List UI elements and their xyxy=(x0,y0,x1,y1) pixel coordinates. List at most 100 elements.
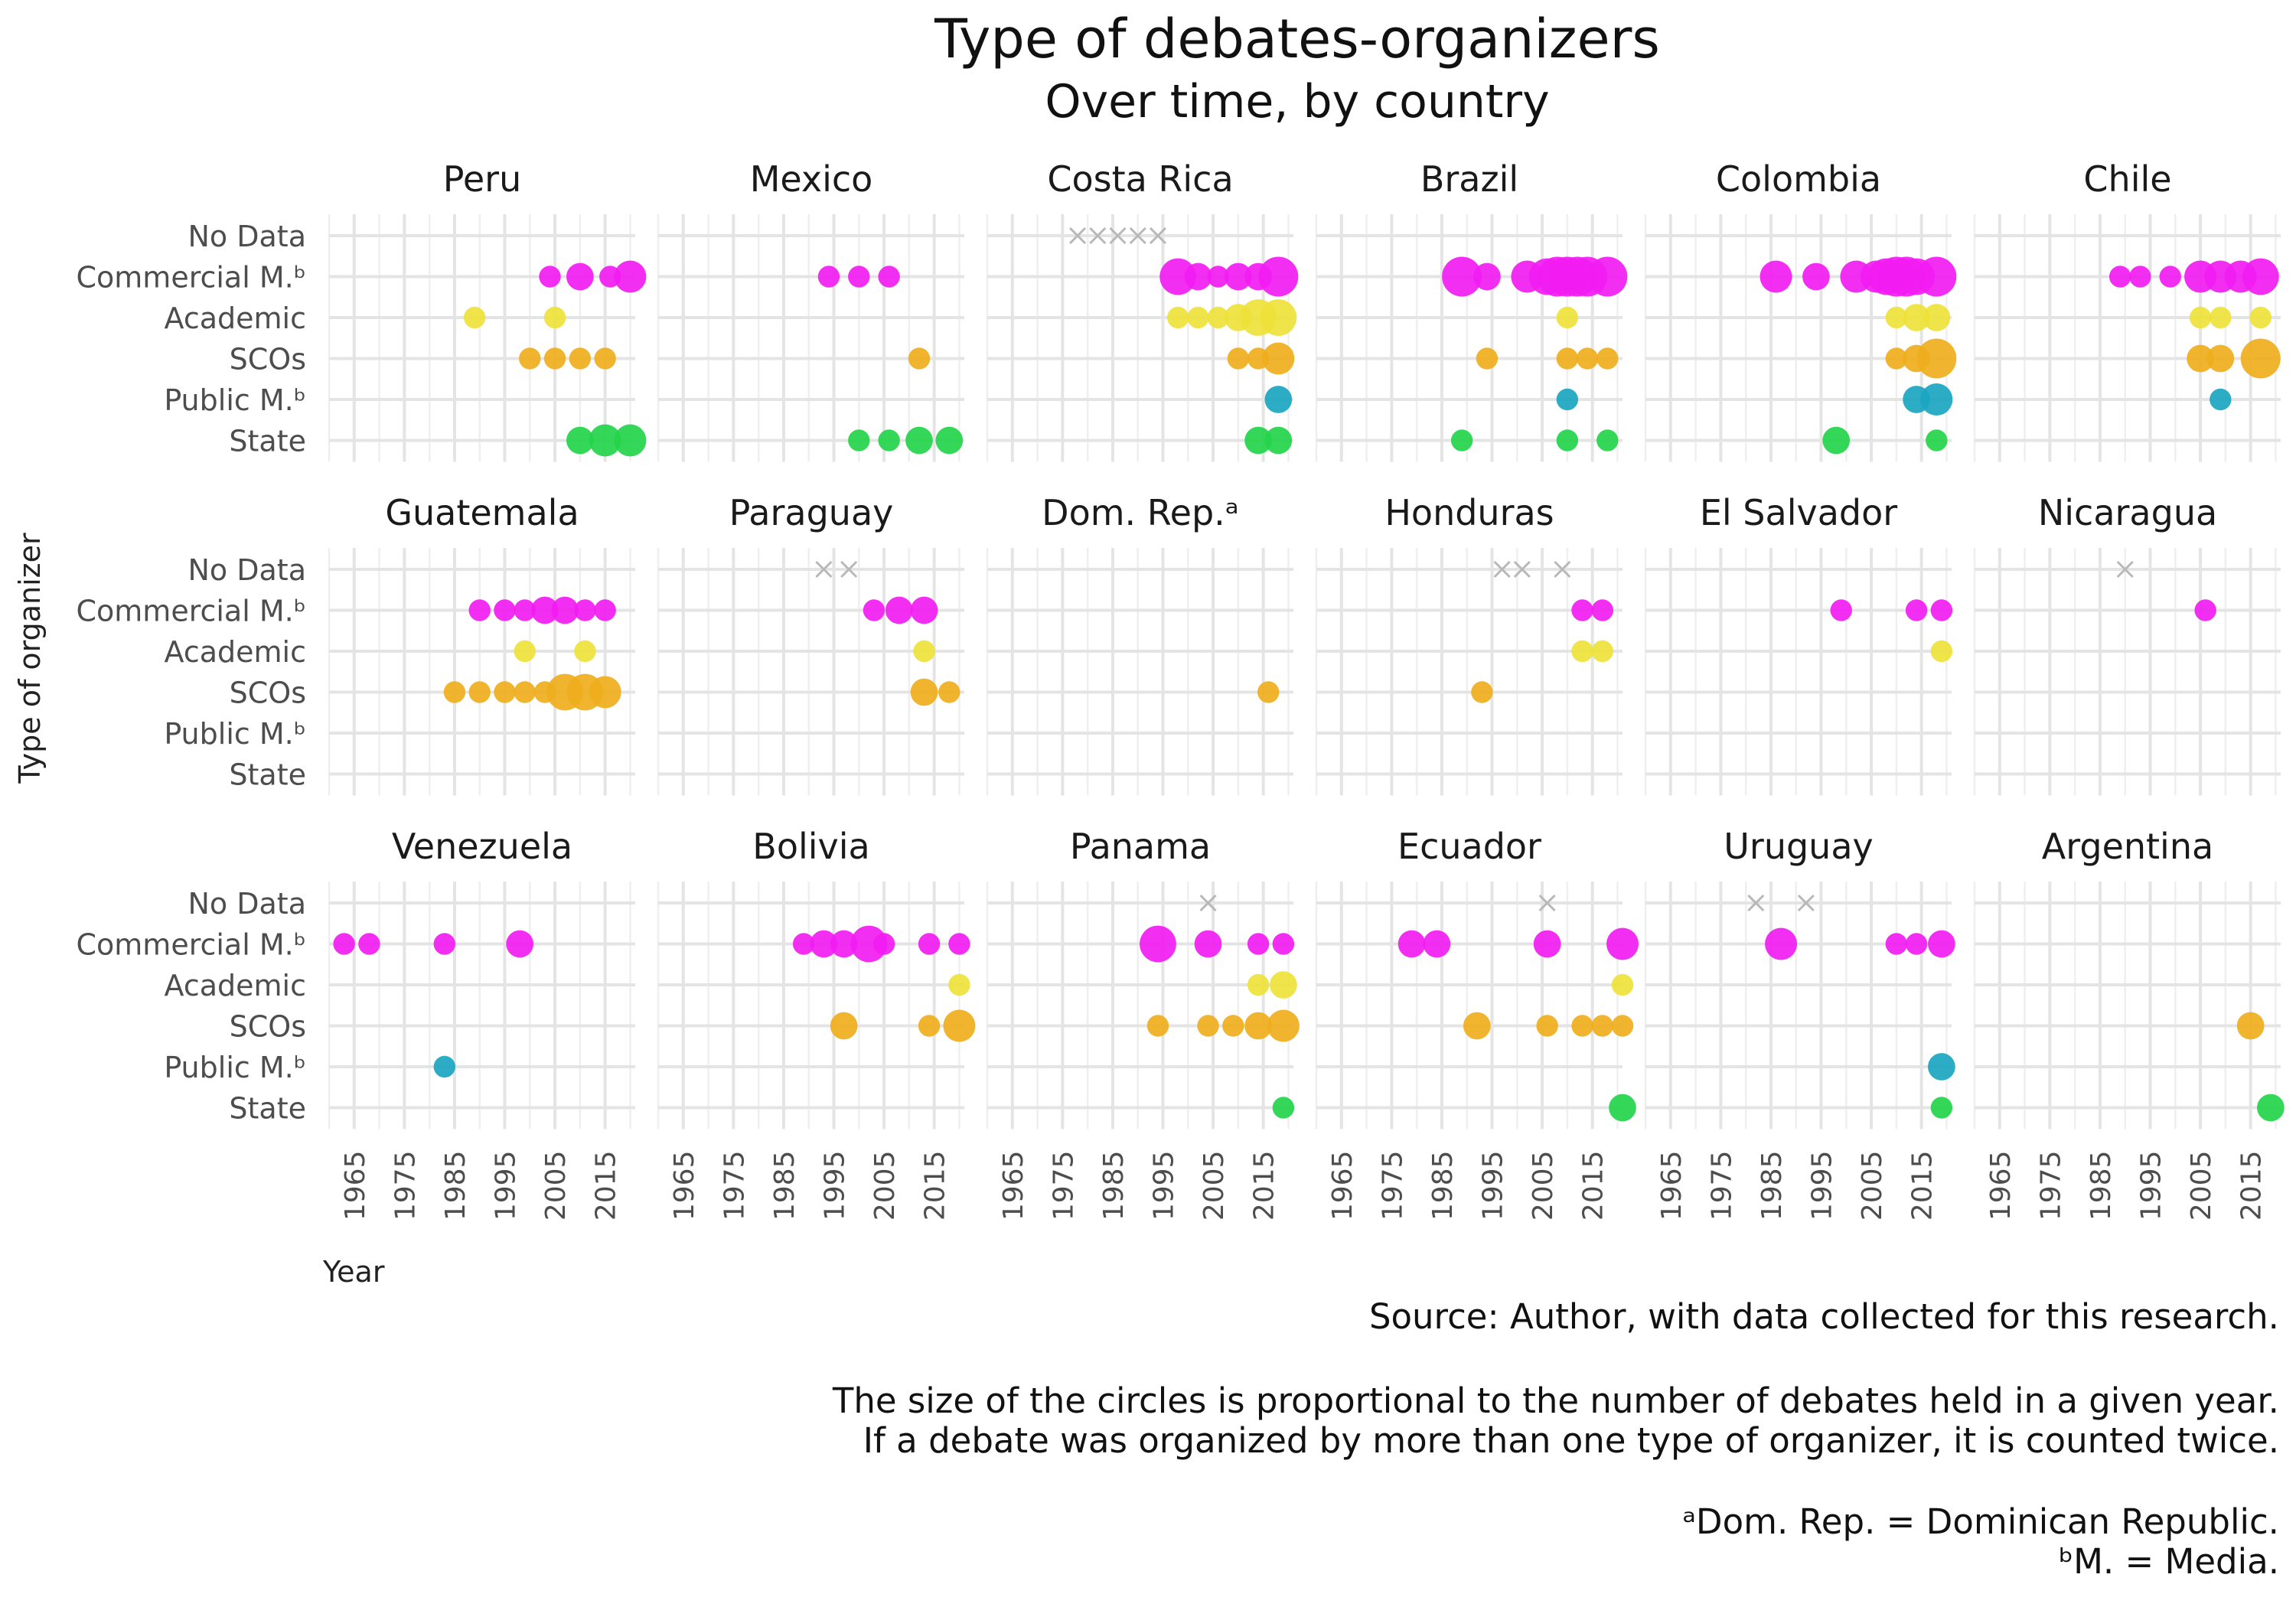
point-commercial-m xyxy=(1930,599,1953,621)
point-state xyxy=(1272,1097,1295,1119)
x-tick-label: 2005 xyxy=(540,1151,572,1221)
panel-nicaragua: Nicaragua xyxy=(1973,492,2281,796)
point-commercial-m xyxy=(358,933,380,955)
x-tick-label: 2005 xyxy=(1199,1151,1230,1221)
panel-costa-rica: Costa Rica xyxy=(986,158,1299,462)
panel-title: Chile xyxy=(2083,158,2171,200)
panel-title: Uruguay xyxy=(1724,826,1874,867)
panel-title: Honduras xyxy=(1384,492,1554,533)
chart-title: Type of debates-organizers xyxy=(934,8,1660,70)
point-commercial-m xyxy=(433,933,456,955)
point-scos xyxy=(1576,347,1599,370)
point-commercial-m xyxy=(1905,933,1928,955)
panel-dom-rep: Dom. Rep.ᵃ xyxy=(986,492,1293,796)
point-commercial-m xyxy=(1802,262,1830,291)
point-commercial-m xyxy=(830,930,858,958)
point-commercial-m xyxy=(918,933,941,955)
x-tick-label: 2015 xyxy=(1907,1151,1939,1221)
x-tick-label: 2015 xyxy=(920,1151,951,1221)
x-tick-label: 1965 xyxy=(1656,1151,1688,1221)
y-tick-label: State xyxy=(229,425,306,458)
point-scos xyxy=(1197,1015,1219,1037)
point-academic xyxy=(2249,306,2272,329)
panel-title: Ecuador xyxy=(1397,826,1541,867)
point-scos xyxy=(443,681,466,703)
x-tick-label: 1975 xyxy=(2035,1151,2066,1221)
point-academic xyxy=(2210,306,2232,329)
panel-el-salvador: El Salvador xyxy=(1644,492,1953,796)
panel-venezuela: Venezuela No Data Commercial M.ᵇ Academic SC… xyxy=(77,826,635,1221)
point-academic xyxy=(1571,640,1593,663)
point-commercial-m xyxy=(1184,262,1212,291)
point-state xyxy=(1596,429,1619,451)
point-state xyxy=(848,429,870,451)
x-tick-label: 1975 xyxy=(1706,1151,1737,1221)
y-tick-label: Public M.ᵇ xyxy=(164,1051,306,1084)
point-scos xyxy=(1257,681,1280,703)
point-commercial-m xyxy=(863,599,885,621)
x-tick-label: 2005 xyxy=(869,1151,901,1221)
point-scos xyxy=(938,681,960,703)
no-data-marker xyxy=(815,560,833,579)
point-commercial-m xyxy=(2129,266,2151,288)
point-academic xyxy=(543,306,566,329)
point-commercial-m xyxy=(1473,262,1501,291)
y-tick-label: State xyxy=(229,1092,306,1126)
point-commercial-m xyxy=(885,596,913,624)
point-commercial-m xyxy=(1885,933,1908,955)
point-state xyxy=(1556,429,1579,451)
no-data-marker xyxy=(1554,560,1571,579)
x-tick-label: 2005 xyxy=(1857,1151,1888,1221)
point-commercial-m xyxy=(948,933,970,955)
x-tick-label: 2005 xyxy=(2186,1151,2217,1221)
point-state xyxy=(1244,426,1272,455)
y-axis-title: Type of organizer xyxy=(13,533,47,784)
point-state xyxy=(1926,429,1948,451)
panel-title: El Salvador xyxy=(1700,492,1897,533)
point-state xyxy=(614,424,647,457)
panel-title: Peru xyxy=(443,158,521,200)
point-commercial-m xyxy=(1225,262,1252,291)
panel-title: Colombia xyxy=(1716,158,1881,200)
point-commercial-m xyxy=(614,260,647,293)
point-public-m xyxy=(1920,383,1953,416)
no-data-marker xyxy=(2116,560,2134,579)
y-tick-label: Commercial M.ᵇ xyxy=(77,595,307,628)
footnote-a: ᵃDom. Rep. = Dominican Republic. xyxy=(1682,1501,2279,1542)
point-public-m xyxy=(1928,1053,1955,1081)
no-data-marker xyxy=(1089,227,1107,245)
panel-brazil: Brazil xyxy=(1315,158,1628,462)
x-tick-label: 1965 xyxy=(669,1151,700,1221)
point-scos xyxy=(1463,1012,1491,1040)
point-commercial-m xyxy=(792,933,815,955)
x-tick-label: 1975 xyxy=(390,1151,421,1221)
point-state xyxy=(589,424,621,457)
point-public-m xyxy=(1556,388,1579,411)
point-commercial-m xyxy=(531,596,559,624)
panel-title: Costa Rica xyxy=(1047,158,1233,200)
point-scos xyxy=(943,1009,976,1042)
point-academic xyxy=(1207,306,1229,329)
point-commercial-m xyxy=(1606,927,1639,960)
point-scos xyxy=(1227,347,1250,370)
point-commercial-m xyxy=(1760,260,1792,293)
point-academic xyxy=(1930,640,1953,663)
x-tick-label: 2015 xyxy=(1578,1151,1609,1221)
point-academic xyxy=(913,640,935,663)
x-tick-label: 1995 xyxy=(1807,1151,1838,1221)
point-academic xyxy=(1187,306,1209,329)
point-scos xyxy=(1916,338,1957,379)
point-commercial-m xyxy=(1423,930,1451,958)
point-academic xyxy=(1903,304,1930,331)
point-scos xyxy=(1611,1015,1634,1037)
point-commercial-m xyxy=(1258,256,1299,297)
point-commercial-m xyxy=(1830,599,1852,621)
x-tick-label: 1975 xyxy=(719,1151,750,1221)
point-state xyxy=(1609,1094,1636,1122)
panel-chile: Chile xyxy=(1973,158,2281,462)
y-tick-label: Commercial M.ᵇ xyxy=(77,928,307,962)
point-scos xyxy=(910,678,938,706)
point-academic xyxy=(1556,306,1579,329)
panel-title: Dom. Rep.ᵃ xyxy=(1042,492,1239,533)
